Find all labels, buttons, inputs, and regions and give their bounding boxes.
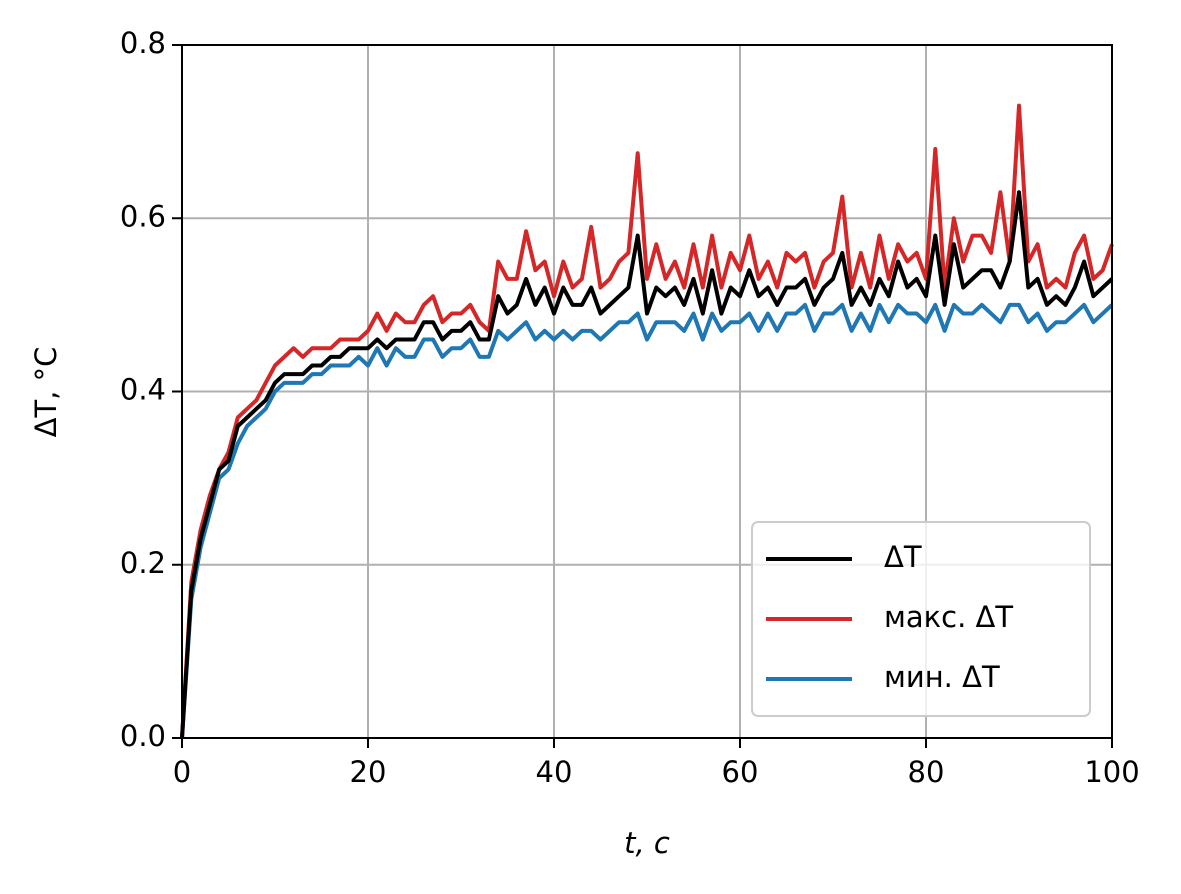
legend-label: ΔT	[884, 540, 922, 574]
y-tick-label: 0.2	[120, 546, 166, 580]
x-tick-label: 60	[722, 755, 759, 789]
x-tick-label: 20	[350, 755, 387, 789]
y-tick-label: 0.0	[120, 719, 166, 753]
x-tick-label: 0	[173, 755, 191, 789]
plot-frame	[181, 44, 1113, 739]
legend-label: макс. ΔT	[884, 600, 1013, 634]
x-tick-label: 80	[908, 755, 945, 789]
y-tick-label: 0.6	[120, 199, 166, 233]
x-tick-label: 100	[1084, 755, 1139, 789]
legend-box	[751, 521, 1091, 717]
series-line	[180, 302, 1114, 739]
y-tick-label: 0.8	[120, 26, 166, 60]
x-axis-label: t, с	[624, 826, 670, 860]
y-tick-label: 0.4	[120, 373, 166, 407]
y-axis-label: ΔT, °C	[29, 347, 63, 438]
series-line	[180, 103, 1114, 739]
x-tick-label: 40	[536, 755, 573, 789]
series-line	[180, 190, 1114, 739]
legend-label: мин. ΔT	[884, 660, 1000, 694]
